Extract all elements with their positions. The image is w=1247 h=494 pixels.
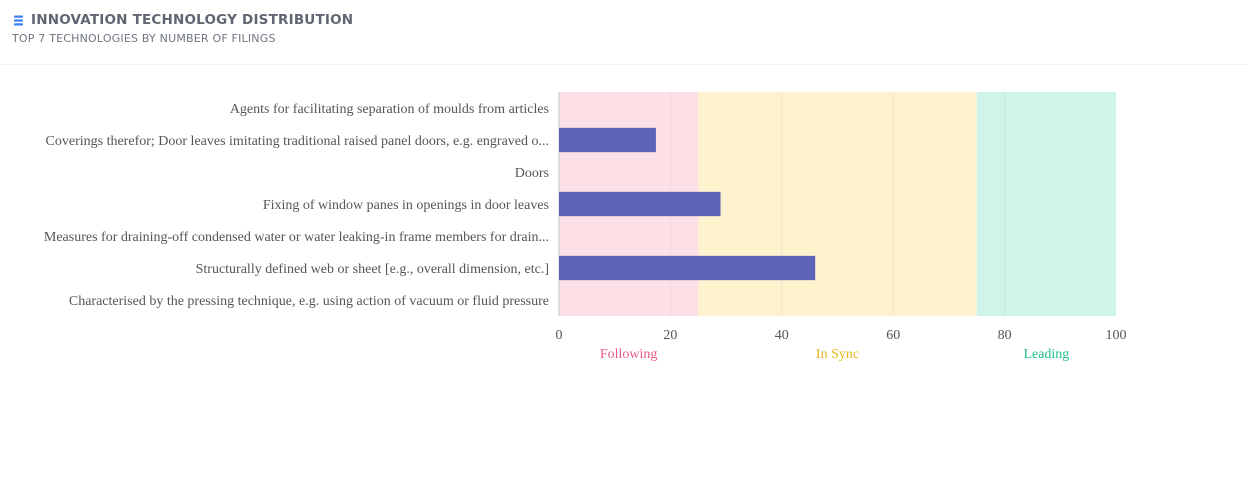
zone-band-1 bbox=[698, 92, 977, 316]
chart-header: INNOVATION TECHNOLOGY DISTRIBUTION TOP 7… bbox=[12, 12, 353, 45]
category-label-4: Measures for draining-off condensed wate… bbox=[44, 230, 549, 245]
category-label-2: Doors bbox=[515, 166, 549, 181]
title-row: INNOVATION TECHNOLOGY DISTRIBUTION bbox=[12, 12, 353, 28]
x-tick-label-0: 0 bbox=[556, 328, 563, 343]
category-label-0: Agents for facilitating separation of mo… bbox=[230, 102, 549, 117]
x-tick-label-1: 20 bbox=[663, 328, 677, 343]
x-tick-label-5: 100 bbox=[1106, 328, 1127, 343]
zone-label-1: In Sync bbox=[816, 347, 859, 362]
category-label-1: Coverings therefor; Door leaves imitatin… bbox=[46, 134, 549, 149]
zone-label-2: Leading bbox=[1023, 347, 1069, 362]
bar-3 bbox=[559, 191, 721, 217]
x-tick-label-3: 60 bbox=[886, 328, 900, 343]
bar-1 bbox=[559, 127, 656, 153]
x-tick-label-2: 40 bbox=[775, 328, 789, 343]
x-tick-label-4: 80 bbox=[998, 328, 1012, 343]
header-divider bbox=[0, 64, 1247, 65]
category-label-3: Fixing of window panes in openings in do… bbox=[263, 198, 549, 213]
category-label-5: Structurally defined web or sheet [e.g.,… bbox=[196, 262, 549, 277]
chart-subtitle: TOP 7 TECHNOLOGIES BY NUMBER OF FILINGS bbox=[12, 32, 276, 45]
layers-icon bbox=[12, 14, 25, 27]
bar-5 bbox=[559, 255, 816, 281]
zone-band-2 bbox=[976, 92, 1116, 316]
zone-label-0: Following bbox=[600, 347, 658, 362]
chart-title: INNOVATION TECHNOLOGY DISTRIBUTION bbox=[31, 12, 354, 28]
category-label-6: Characterised by the pressing technique,… bbox=[69, 294, 549, 309]
